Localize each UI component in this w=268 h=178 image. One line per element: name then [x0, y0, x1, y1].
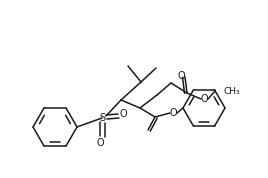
Text: O: O	[200, 94, 208, 104]
Text: O: O	[177, 71, 185, 81]
Text: O: O	[96, 138, 104, 148]
Text: CH₃: CH₃	[223, 87, 240, 96]
Text: S: S	[99, 113, 105, 123]
Text: O: O	[119, 109, 127, 119]
Text: O: O	[169, 108, 177, 118]
